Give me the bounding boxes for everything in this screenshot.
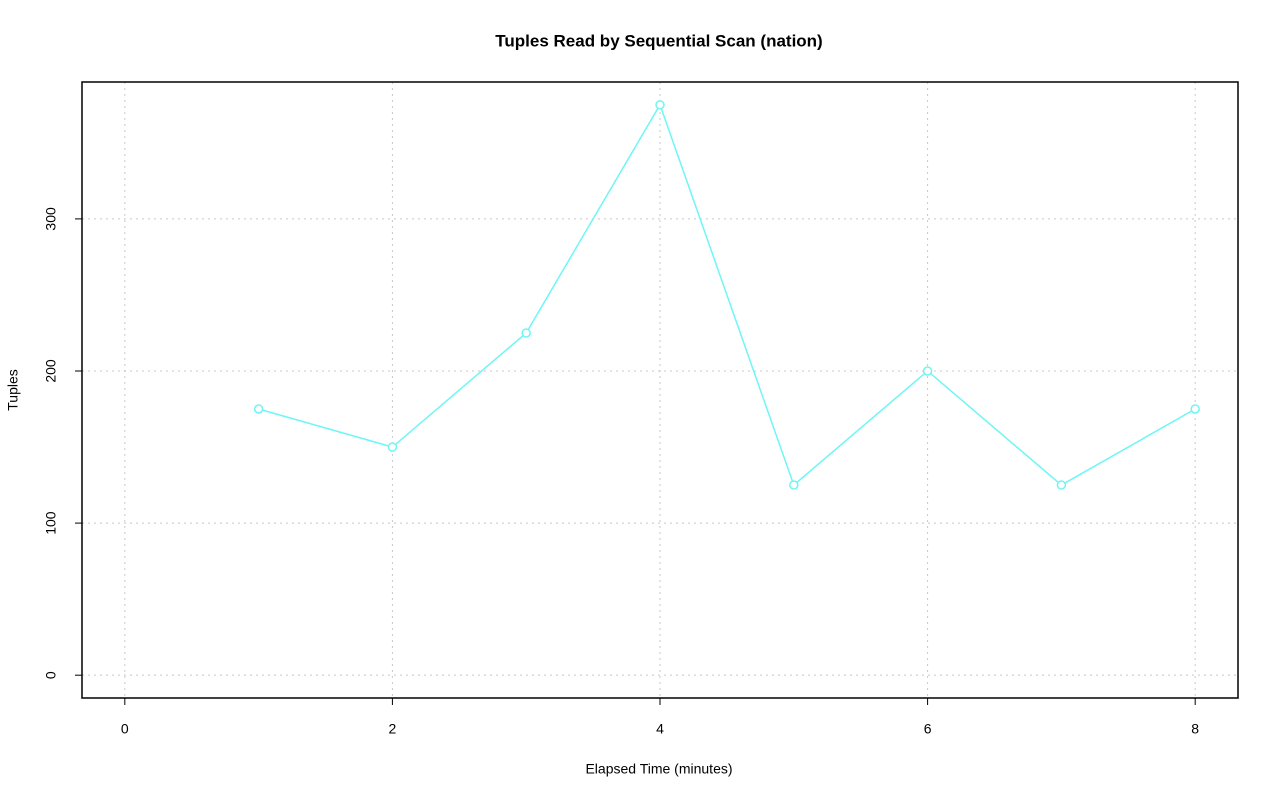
y-tick-label: 200	[43, 359, 59, 383]
x-tick-label: 0	[121, 721, 129, 737]
point	[253, 404, 264, 414]
y-tick-label: 100	[43, 511, 59, 535]
y-tick-label: 0	[43, 671, 59, 679]
point	[521, 328, 531, 338]
x-tick-label: 2	[389, 721, 397, 737]
point	[655, 100, 665, 110]
plot-frame	[81, 81, 1239, 699]
x-tick-label: 8	[1191, 721, 1199, 737]
point	[387, 442, 398, 452]
point	[789, 480, 799, 490]
x-axis-title: Elapsed Time (minutes)	[585, 761, 732, 777]
point	[1056, 480, 1067, 490]
point	[1190, 404, 1200, 414]
line	[258, 103, 1196, 487]
y-tick-label: 300	[43, 207, 59, 231]
y-axis-title: Tuples	[5, 369, 21, 411]
point	[922, 366, 933, 376]
x-tick-label: 6	[924, 721, 932, 737]
x-tick-label: 4	[656, 721, 664, 737]
chart-title: Tuples Read by Sequential Scan (nation)	[495, 31, 822, 50]
